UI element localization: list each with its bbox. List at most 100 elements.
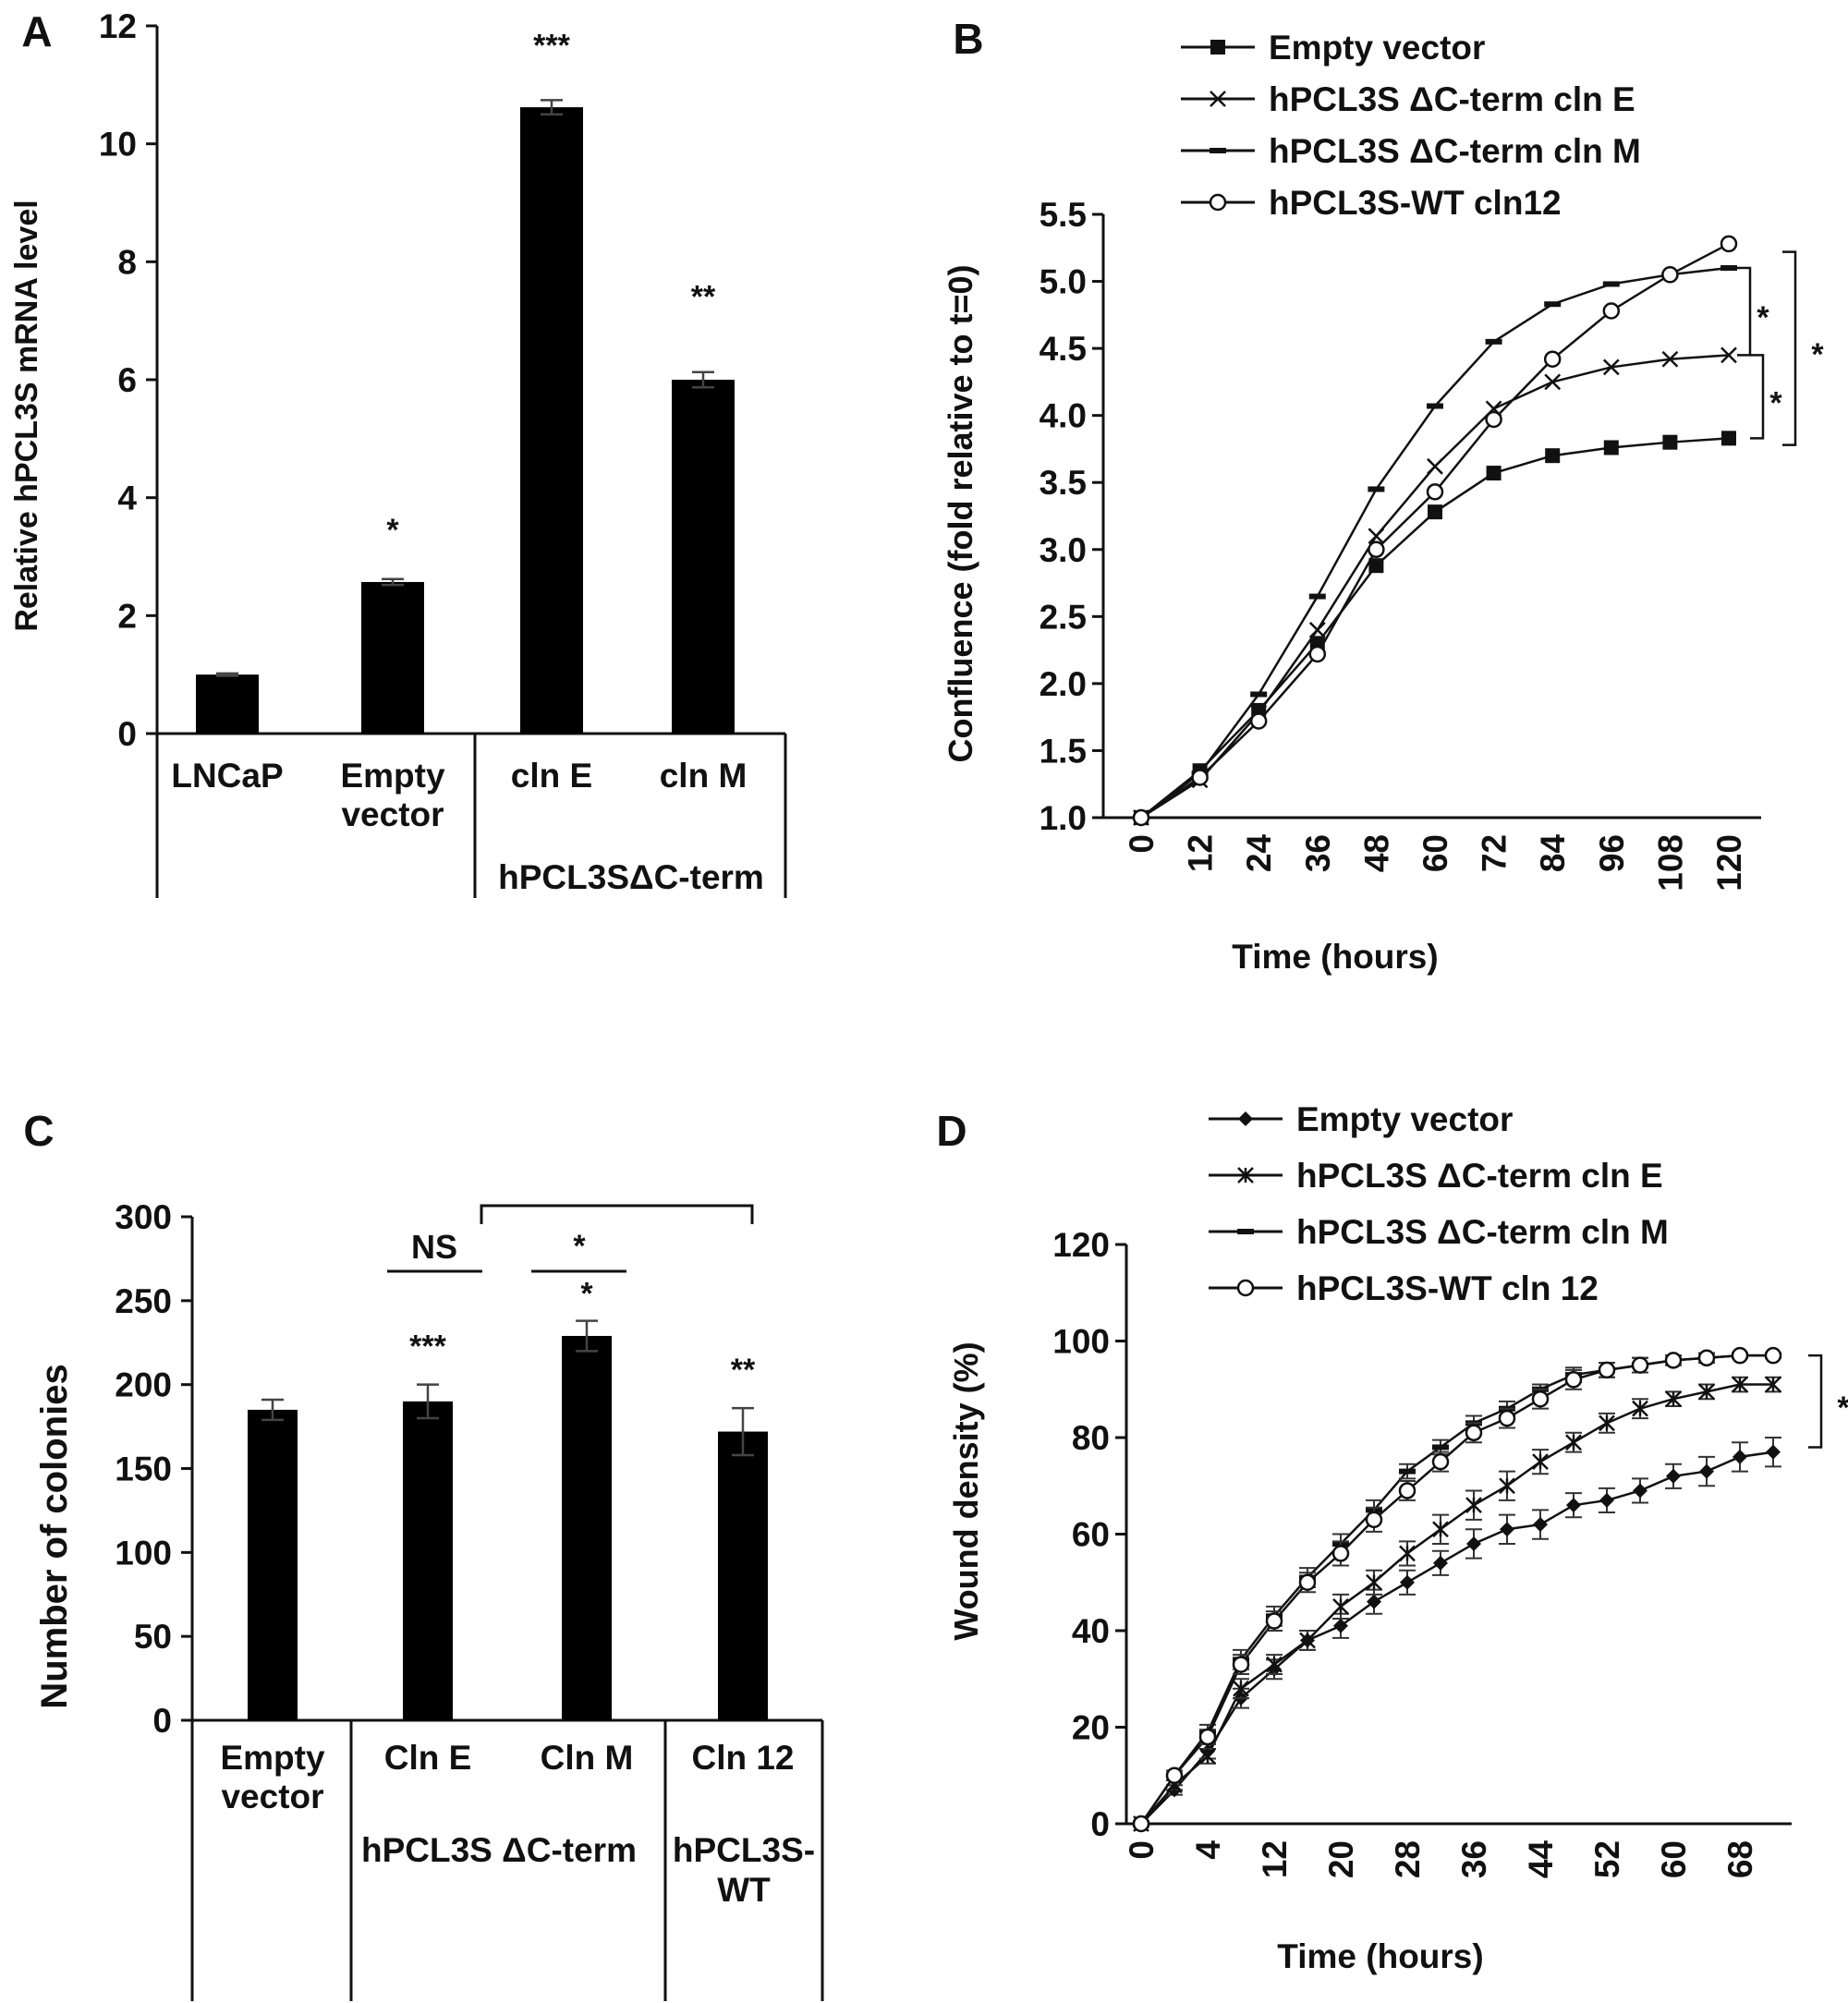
category-label: Empty — [340, 757, 445, 795]
marker-square — [1662, 434, 1678, 450]
y-tick-label: 2.0 — [1040, 665, 1087, 703]
y-tick-label: 1.5 — [1040, 732, 1087, 770]
bar — [562, 1335, 612, 1720]
legend-item: hPCL3S-WT cln 12 — [1209, 1269, 1599, 1307]
significance-bracket — [1808, 1354, 1823, 1449]
marker-asterisk — [1765, 1376, 1781, 1393]
marker-asterisk — [1199, 1747, 1216, 1765]
y-tick-label: 300 — [115, 1198, 172, 1236]
significance-bracket — [1737, 266, 1752, 357]
marker-diamond — [1666, 1468, 1681, 1484]
marker-diamond — [1732, 1449, 1747, 1464]
y-tick-label: 0 — [1090, 1805, 1110, 1843]
marker-x — [1720, 346, 1737, 364]
y-axis-label: Wound density (%) — [947, 1341, 985, 1640]
panel-label-d: D — [936, 1107, 967, 1155]
bar — [672, 380, 735, 734]
significance-marker: *** — [533, 28, 570, 63]
x-tick-label: 0 — [1123, 1840, 1161, 1860]
y-tick-label: 4.0 — [1040, 397, 1087, 435]
panel-label-b: B — [953, 15, 983, 63]
significance-marker: ** — [691, 280, 716, 315]
marker-square — [1545, 448, 1561, 464]
line-chart-b: 1.0 1.5 2.0 2.5 3.0 3.5 4.0 4.5 5.0 5.5 0 12 24 36 48 6… — [942, 29, 1824, 976]
category-label: LNCaP — [171, 757, 283, 795]
comparison-label-ns: NS — [411, 1228, 457, 1266]
marker-square — [1428, 504, 1442, 520]
marker-circle — [1598, 1361, 1616, 1379]
y-axis-label: Confluence (fold relative to t=0) — [942, 264, 979, 762]
series-line — [1140, 1383, 1773, 1825]
marker-asterisk — [1299, 1632, 1316, 1649]
marker-asterisk — [1665, 1390, 1682, 1408]
category-label: Cln M — [541, 1739, 634, 1777]
y-tick-label: 60 — [1072, 1516, 1110, 1554]
legend-label: hPCL3S ΔC-term cln E — [1269, 80, 1635, 118]
marker-circle — [1564, 1371, 1583, 1389]
y-tick-label: 2 — [117, 597, 137, 635]
significance-marker: * — [386, 513, 399, 548]
x-tick-label: 12 — [1256, 1840, 1294, 1878]
category-label: vector — [221, 1778, 323, 1815]
marker-diamond — [1333, 1618, 1348, 1633]
marker-circle — [1398, 1482, 1416, 1499]
series-line — [1140, 1451, 1774, 1825]
marker-dash — [1602, 281, 1620, 287]
marker-asterisk — [1698, 1383, 1715, 1401]
marker-square — [1486, 466, 1502, 481]
legend-label: hPCL3S-WT cln12 — [1269, 184, 1562, 222]
y-tick-label: 4 — [117, 480, 137, 517]
marker-dash — [1210, 148, 1226, 153]
marker-x — [1544, 373, 1562, 391]
marker-dash — [1432, 1444, 1449, 1451]
legend-item: hPCL3S ΔC-term cln E — [1181, 80, 1635, 118]
marker-x — [1308, 621, 1326, 638]
category-label: Cln 12 — [691, 1739, 794, 1777]
bar-chart-c: 0 50 100 150 200 250 300 Number of colonies Empt… — [34, 1198, 824, 2001]
marker-circle — [1426, 483, 1444, 501]
marker-circle — [1365, 1511, 1383, 1529]
marker-x — [1210, 91, 1226, 107]
marker-asterisk — [1266, 1656, 1283, 1673]
x-tick-label: 120 — [1710, 834, 1748, 892]
marker-circle — [1191, 769, 1209, 786]
marker-circle — [1308, 645, 1327, 663]
y-tick-label: 1.0 — [1040, 799, 1087, 837]
x-tick-label: 52 — [1588, 1840, 1626, 1878]
category-label: Empty — [220, 1739, 325, 1777]
y-tick-label: 150 — [115, 1451, 172, 1488]
marker-diamond — [1433, 1555, 1448, 1571]
y-tick-label: 0 — [152, 1702, 172, 1740]
x-tick-label: 60 — [1655, 1840, 1693, 1878]
significance-marker: * — [1837, 1390, 1848, 1426]
marker-dash — [1399, 1468, 1416, 1475]
marker-circle — [1498, 1409, 1516, 1427]
x-tick-label: 96 — [1593, 834, 1631, 872]
marker-dash — [1427, 403, 1443, 409]
series-line — [1139, 1354, 1773, 1825]
legend-label: Empty vector — [1296, 1100, 1513, 1138]
marker-circle — [1368, 540, 1385, 559]
panel-label-c: C — [23, 1107, 54, 1155]
significance-marker: ** — [731, 1353, 756, 1388]
marker-circle — [1631, 1356, 1649, 1374]
category-label: cln M — [660, 757, 748, 795]
bar-chart-a: 0 2 4 6 8 10 12 Relative hPCL3S mRNA level LNCaP… — [9, 7, 787, 898]
marker-diamond — [1566, 1498, 1581, 1513]
marker-diamond — [1533, 1517, 1548, 1533]
y-tick-label: 200 — [115, 1366, 172, 1404]
x-axis-label: Time (hours) — [1277, 1937, 1483, 1975]
marker-asterisk — [1499, 1477, 1515, 1495]
significance-marker: * — [1769, 385, 1782, 420]
marker-circle — [1165, 1766, 1184, 1784]
y-axis-label: Relative hPCL3S mRNA level — [9, 200, 44, 631]
marker-dash — [1308, 593, 1326, 600]
bar — [718, 1431, 768, 1720]
marker-stroke — [1368, 528, 1385, 545]
legend-label: hPCL3S ΔC-term cln M — [1269, 132, 1641, 170]
y-tick-label: 10 — [99, 126, 137, 164]
marker-diamond — [1633, 1483, 1647, 1499]
group-label: WT — [717, 1871, 771, 1909]
bar — [196, 674, 259, 734]
y-tick-label: 120 — [1052, 1226, 1110, 1264]
